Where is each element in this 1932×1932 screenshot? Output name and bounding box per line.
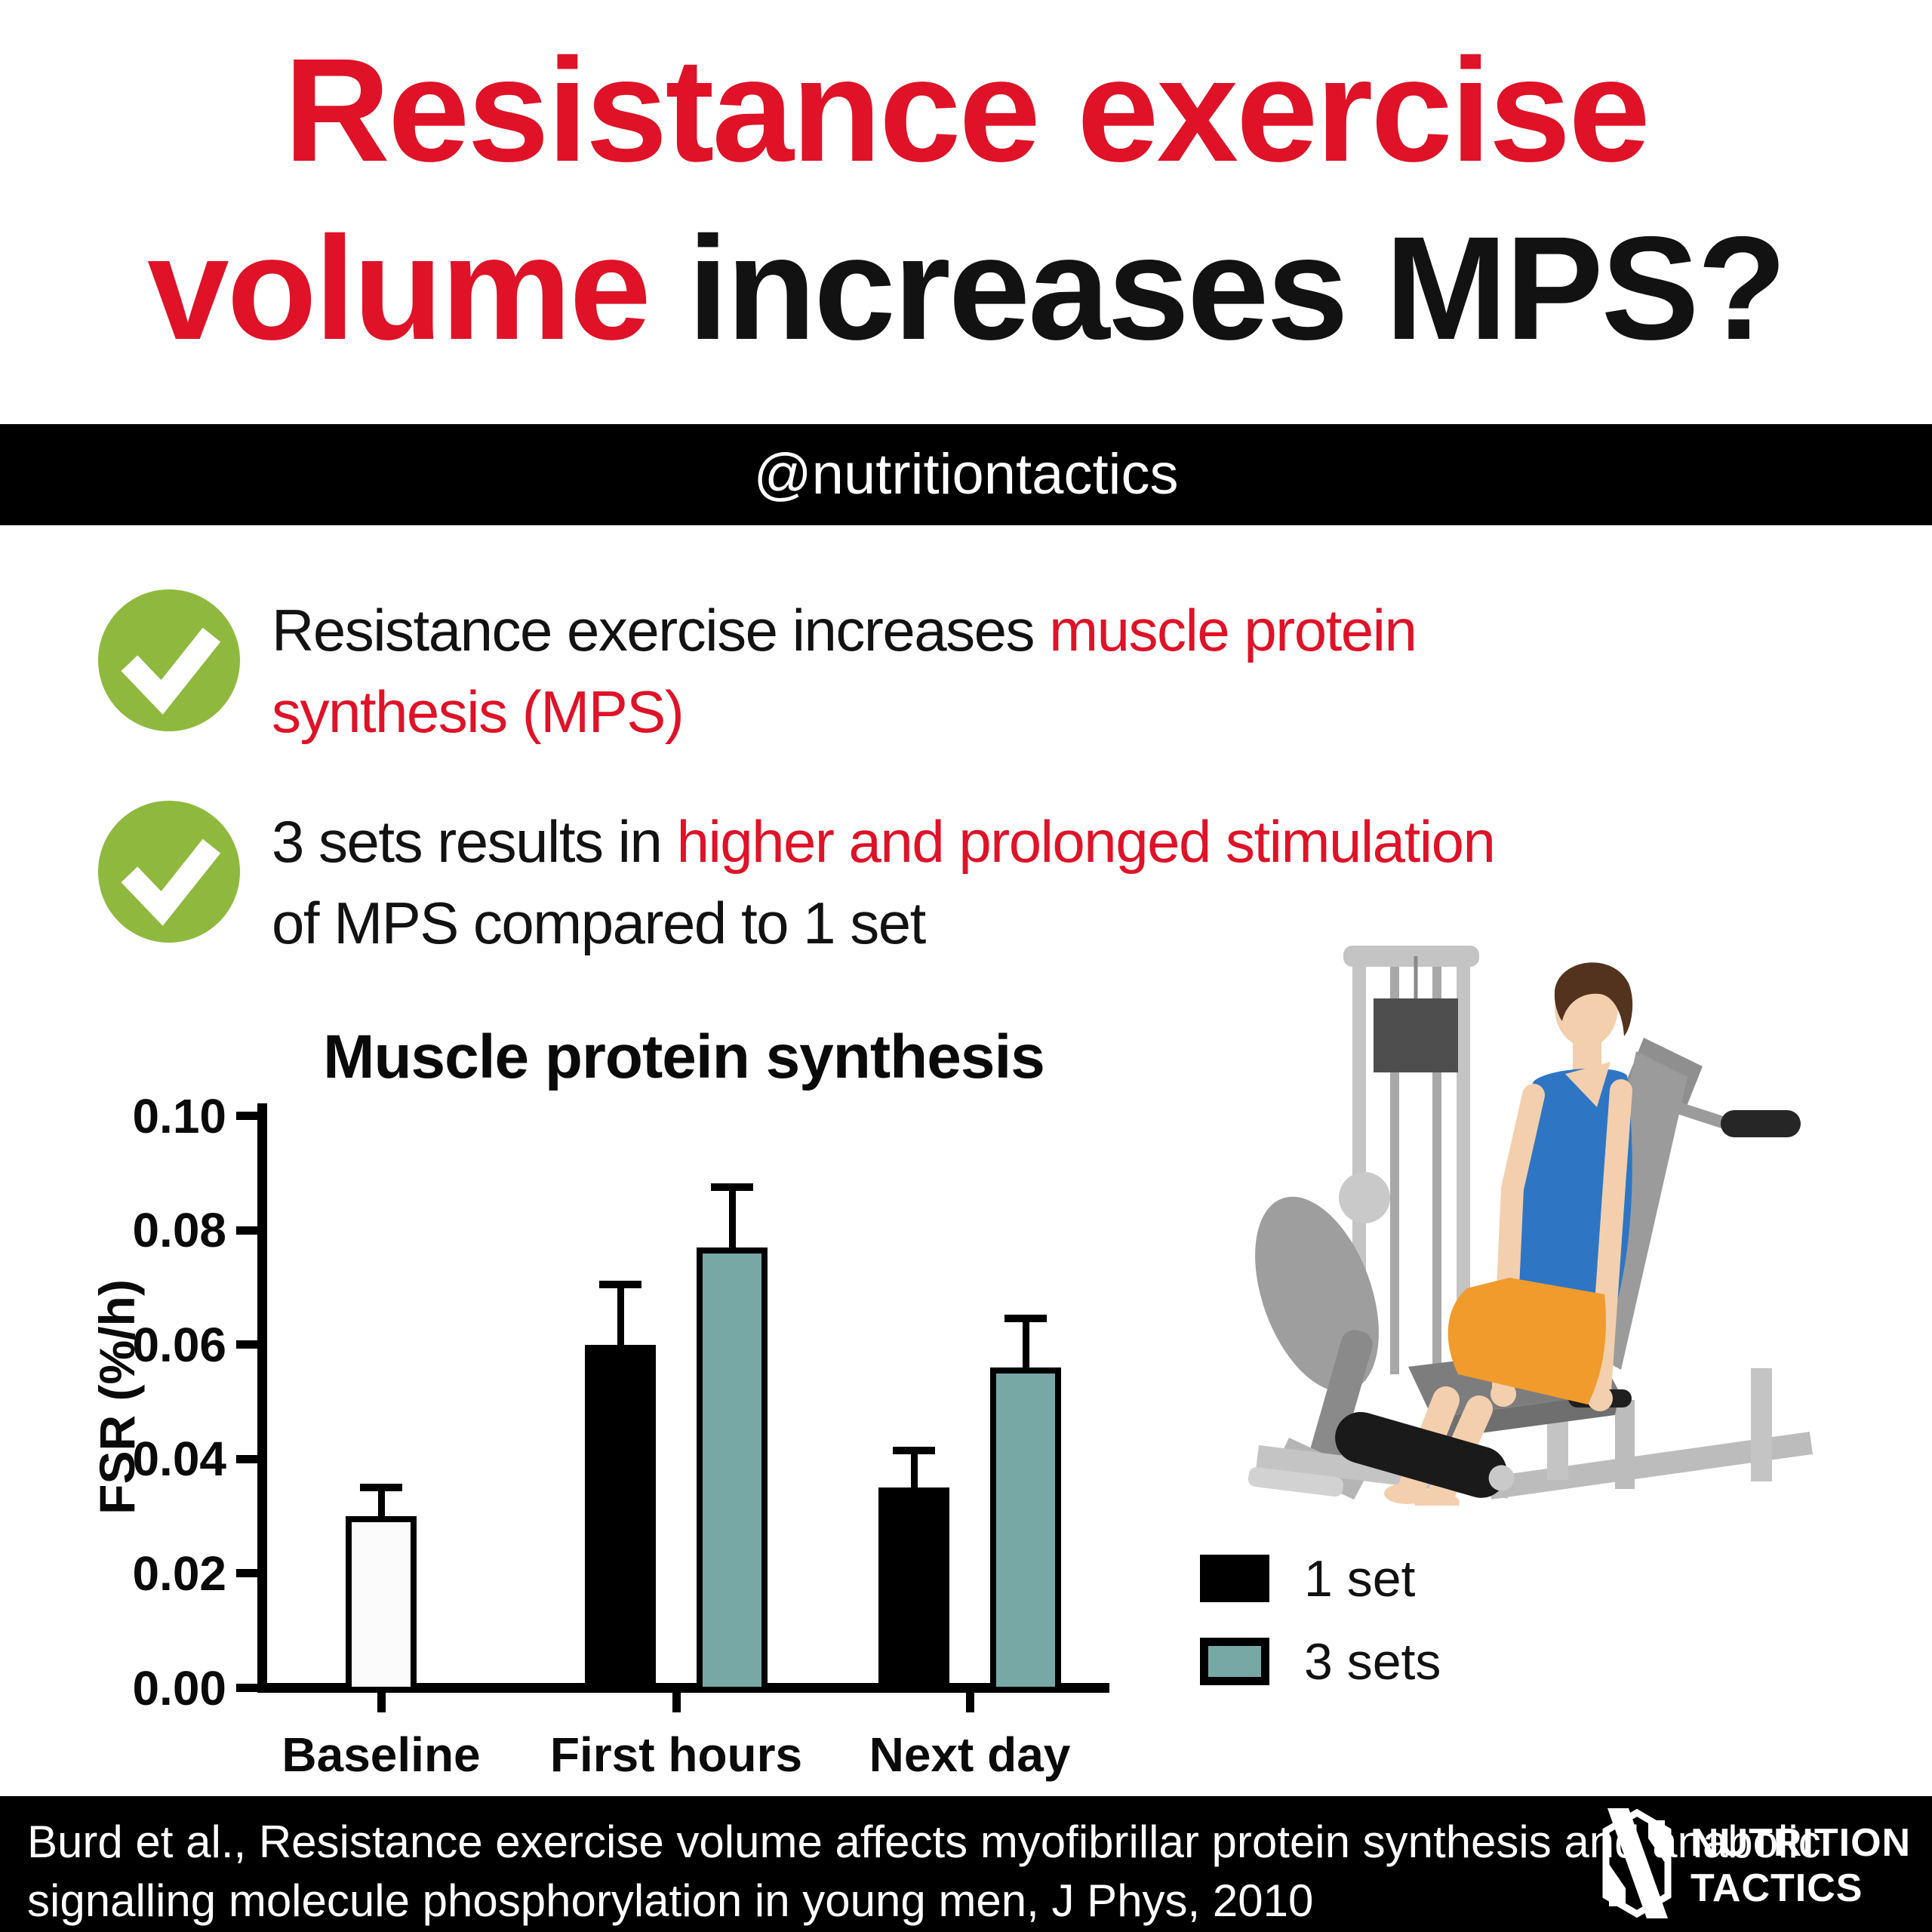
error-bar-cap bbox=[599, 1280, 641, 1288]
y-tick-label: 0.06 bbox=[132, 1317, 226, 1372]
brand-line-1: NUTRITION bbox=[1690, 1821, 1912, 1865]
bullet-2-black-part-2: of MPS compared to 1 set bbox=[272, 890, 926, 956]
bar-baseline-baseline bbox=[346, 1516, 417, 1693]
error-bar-stem bbox=[617, 1287, 624, 1354]
bar-1-set-next-day bbox=[878, 1487, 949, 1693]
title-line-1: Resistance exercise bbox=[0, 21, 1932, 199]
leg-extension-machine-illustration bbox=[1247, 946, 1813, 1506]
hand bbox=[1587, 1386, 1613, 1411]
x-tick bbox=[377, 1693, 386, 1712]
bar-3-sets-first-hours bbox=[697, 1247, 768, 1693]
legend-label-1-set: 1 set bbox=[1304, 1549, 1416, 1607]
hand bbox=[1491, 1381, 1516, 1407]
bullet-point-2: 3 sets results in higher and prolonged s… bbox=[98, 801, 1902, 964]
checkmark-icon bbox=[98, 801, 240, 943]
bullet-1-black-part: Resistance exercise increases bbox=[272, 597, 1050, 663]
y-tick-label: 0.00 bbox=[132, 1660, 226, 1715]
y-tick bbox=[236, 1340, 257, 1349]
legend-swatch-3-sets bbox=[1200, 1638, 1269, 1685]
y-axis-line bbox=[257, 1103, 267, 1693]
y-tick bbox=[236, 1226, 257, 1235]
legend-row-1-set: 1 set bbox=[1200, 1550, 1441, 1607]
error-bar-cap bbox=[1004, 1315, 1047, 1323]
y-tick bbox=[236, 1454, 257, 1463]
shorts bbox=[1447, 1278, 1606, 1404]
bullet-1-red-part: muscle protein bbox=[1049, 597, 1417, 663]
social-handle-text: @nutritiontactics bbox=[753, 442, 1179, 506]
error-bar-cap bbox=[711, 1183, 753, 1192]
legend-label-3-sets: 3 sets bbox=[1304, 1632, 1441, 1690]
x-tick bbox=[966, 1693, 974, 1712]
social-handle-banner: @nutritiontactics bbox=[0, 424, 1932, 525]
lever-arm bbox=[1255, 1172, 1390, 1500]
citation-footer: Burd et al., Resistance exercise volume … bbox=[0, 1796, 1932, 1932]
error-bar-cap bbox=[893, 1446, 935, 1454]
thigh-roller-pad bbox=[1335, 1411, 1515, 1498]
bullet-2-red-part: higher and prolonged stimulation bbox=[676, 808, 1496, 875]
x-tick bbox=[672, 1693, 681, 1712]
legend-row-3-sets: 3 sets bbox=[1200, 1633, 1441, 1690]
bullet-point-1: Resistance exercise increases muscle pro… bbox=[98, 589, 1902, 752]
error-bar-stem bbox=[1022, 1321, 1029, 1377]
title-line-2: volume increases MPS? bbox=[0, 199, 1932, 377]
title-line1-red-text: Resistance exercise bbox=[284, 28, 1651, 192]
bar-3-sets-next-day bbox=[990, 1367, 1061, 1693]
y-tick-label: 0.10 bbox=[132, 1088, 226, 1143]
mps-bar-chart: Muscle protein synthesis FSR (%/h) 0.00 0… bbox=[75, 1011, 1208, 1887]
hair bbox=[1554, 962, 1633, 1036]
page-title: Resistance exercise volume increases MPS… bbox=[0, 21, 1932, 377]
chart-legend: 1 set 3 sets bbox=[1200, 1550, 1441, 1721]
bullet-1-text: Resistance exercise increases muscle pro… bbox=[272, 589, 1902, 752]
title-line2-black-text: increases MPS? bbox=[648, 206, 1787, 371]
citation-line-2: signalling molecule phosphorylation in y… bbox=[27, 1875, 1314, 1926]
error-bar-stem bbox=[910, 1453, 918, 1497]
y-tick bbox=[236, 1112, 257, 1120]
checkmark-icon bbox=[98, 589, 240, 731]
bullet-2-black-part: 3 sets results in bbox=[272, 808, 677, 875]
brand-line-2: TACTICS bbox=[1690, 1866, 1863, 1910]
y-tick-label: 0.04 bbox=[132, 1432, 226, 1487]
bullet-1-red-part-line2: synthesis (MPS) bbox=[272, 678, 685, 745]
y-tick-label: 0.02 bbox=[132, 1546, 226, 1601]
y-tick bbox=[236, 1684, 257, 1692]
error-bar-cap bbox=[360, 1483, 402, 1491]
chart-plot-area: 0.00 0.02 0.04 0.06 0.08 0.10 Baseline First ho… bbox=[75, 1011, 1208, 1887]
citation-line-1: Burd et al., Resistance exercise volume … bbox=[27, 1817, 1821, 1867]
x-category-label: Next day bbox=[869, 1727, 1071, 1782]
y-tick bbox=[236, 1569, 257, 1578]
error-bar-stem bbox=[728, 1190, 736, 1257]
citation-text: Burd et al., Resistance exercise volume … bbox=[27, 1813, 1821, 1930]
title-line2-red-text: volume bbox=[147, 206, 651, 371]
legend-swatch-1-set bbox=[1200, 1555, 1269, 1602]
bullet-2-text: 3 sets results in higher and prolonged s… bbox=[272, 801, 1902, 964]
bar-1-set-first-hours bbox=[585, 1344, 656, 1693]
adjustment-handle bbox=[1721, 1110, 1801, 1137]
error-bar-stem bbox=[377, 1490, 385, 1526]
chart-title: Muscle protein synthesis bbox=[323, 1023, 1045, 1091]
brand-name: NUTRITION TACTICS bbox=[1690, 1820, 1911, 1911]
y-tick-label: 0.08 bbox=[132, 1203, 226, 1258]
x-category-label: Baseline bbox=[281, 1727, 481, 1782]
nutrition-tactics-logo-icon bbox=[1602, 1808, 1672, 1918]
x-category-label: First hours bbox=[549, 1727, 803, 1782]
weight-stack bbox=[1374, 998, 1458, 1072]
